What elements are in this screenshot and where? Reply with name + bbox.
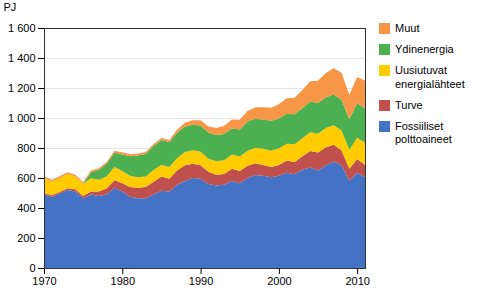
- svg-text:400: 400: [17, 202, 35, 214]
- svg-text:1 200: 1 200: [8, 82, 36, 94]
- svg-text:1970: 1970: [32, 275, 56, 287]
- html-text:Fossiiliset polttoaineet: Fossiiliset polttoaineet: [395, 119, 452, 146]
- svg-text:200: 200: [17, 232, 35, 244]
- html-text:Muut: Muut: [395, 22, 420, 34]
- html-text:Uusiutuvat energialähteet: Uusiutuvat energialähteet: [395, 64, 465, 90]
- svg-text:1980: 1980: [111, 275, 135, 287]
- svg-text:PJ: PJ: [4, 1, 17, 13]
- svg-text:0: 0: [29, 262, 35, 274]
- svg-text:600: 600: [17, 172, 35, 184]
- html-text:Ydinenergia: Ydinenergia: [395, 43, 454, 56]
- svg-text:1 600: 1 600: [8, 22, 36, 34]
- html-text:Turve: Turve: [395, 98, 423, 111]
- svg-text:1990: 1990: [189, 275, 213, 287]
- svg-text:2000: 2000: [267, 275, 291, 287]
- svg-text:800: 800: [17, 142, 35, 154]
- svg-text:1 400: 1 400: [8, 52, 36, 64]
- svg-text:2010: 2010: [345, 275, 369, 287]
- svg-text:1 000: 1 000: [8, 112, 36, 124]
